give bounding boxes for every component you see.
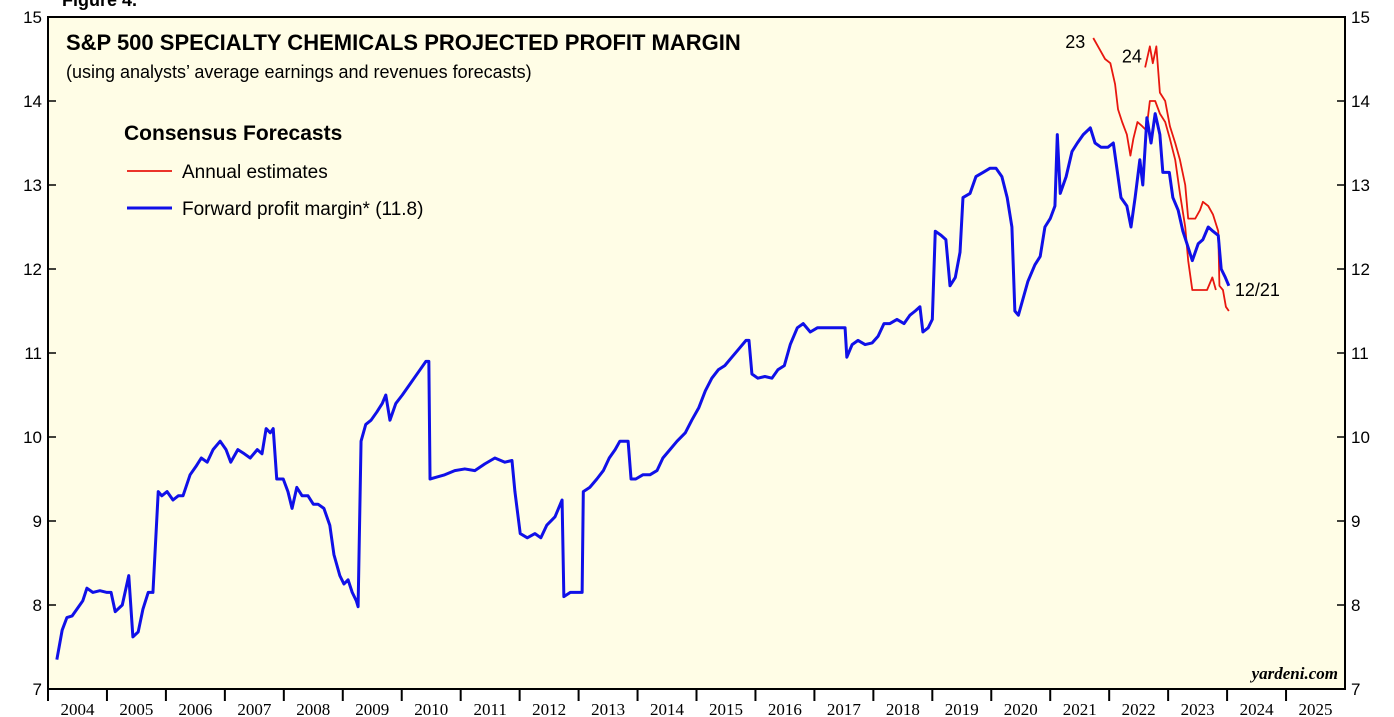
y2-tick-label: 11 (1351, 344, 1369, 363)
y2-tick-label: 12 (1351, 260, 1370, 279)
y-tick-label: 11 (24, 344, 42, 363)
chart-subtitle: (using analysts’ average earnings and re… (66, 62, 532, 82)
series-label: 23 (1065, 32, 1085, 52)
x-tick-label: 2010 (414, 700, 448, 717)
y2-tick-label: 15 (1351, 8, 1370, 27)
x-tick-label: 2006 (178, 700, 212, 717)
x-tick-label: 2016 (768, 700, 802, 717)
x-tick-label: 2009 (355, 700, 389, 717)
y2-tick-label: 8 (1351, 596, 1360, 615)
x-tick-label: 2017 (827, 700, 862, 717)
x-tick-label: 2004 (60, 700, 95, 717)
x-tick-label: 2025 (1299, 700, 1333, 717)
y-tick-label: 8 (33, 596, 42, 615)
end-date-label: 12/21 (1235, 280, 1280, 300)
x-tick-label: 2008 (296, 700, 330, 717)
y-tick-label: 9 (33, 512, 42, 531)
y2-tick-label: 13 (1351, 176, 1370, 195)
x-tick-label: 2005 (119, 700, 153, 717)
x-tick-label: 2011 (473, 700, 506, 717)
y2-tick-label: 10 (1351, 428, 1370, 447)
plot-background (48, 17, 1345, 689)
legend-title: Consensus Forecasts (124, 122, 342, 145)
x-tick-label: 2024 (1240, 700, 1275, 717)
source-note: yardeni.com (1250, 664, 1338, 683)
x-tick-label: 2007 (237, 700, 272, 717)
x-tick-label: 2012 (532, 700, 566, 717)
y-tick-label: 10 (23, 428, 42, 447)
y-tick-label: 7 (33, 680, 42, 699)
y-tick-label: 15 (23, 8, 42, 27)
x-tick-label: 2021 (1063, 700, 1097, 717)
chart-title: S&P 500 SPECIALTY CHEMICALS PROJECTED PR… (66, 30, 741, 55)
figure-label: Figure 4. (62, 0, 137, 10)
x-tick-label: 2018 (886, 700, 920, 717)
x-tick-label: 2019 (945, 700, 979, 717)
legend-label: Annual estimates (182, 162, 328, 183)
series-line (1092, 37, 1217, 291)
y-tick-label: 13 (23, 176, 42, 195)
x-tick-label: 2015 (709, 700, 743, 717)
y2-tick-label: 14 (1351, 92, 1370, 111)
legend-label: Forward profit margin* (11.8) (182, 199, 423, 220)
x-tick-label: 2022 (1122, 700, 1156, 717)
plot-frame (47, 16, 1346, 690)
y-tick-label: 14 (23, 92, 42, 111)
x-tick-label: 2023 (1181, 700, 1215, 717)
y2-tick-label: 9 (1351, 512, 1360, 531)
x-tick-label: 2013 (591, 700, 625, 717)
x-tick-label: 2020 (1004, 700, 1038, 717)
y-tick-label: 12 (23, 260, 42, 279)
series-line (1144, 45, 1230, 312)
y2-tick-label: 7 (1351, 680, 1360, 699)
x-tick-label: 2014 (650, 700, 685, 717)
series-label: 24 (1122, 46, 1142, 66)
series-line (55, 112, 1231, 660)
